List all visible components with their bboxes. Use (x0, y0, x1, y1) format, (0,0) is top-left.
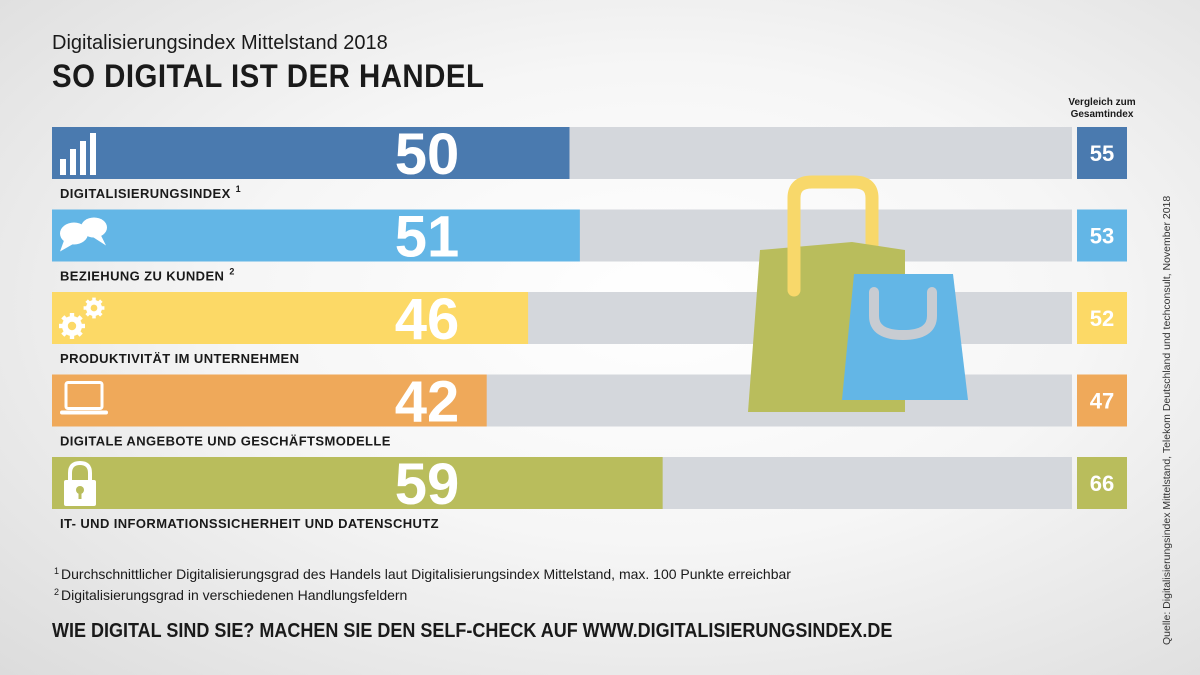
bubble-right-tail (92, 233, 106, 246)
bubble-left-tail (60, 240, 74, 252)
chart-subtitle: Digitalisierungsindex Mittelstand 2018 (52, 32, 388, 54)
bubble-left (60, 222, 88, 245)
category-label: IT- UND INFORMATIONSSICHERHEIT UND DATEN… (60, 516, 439, 531)
laptop-base (60, 410, 108, 415)
icon-bar-4 (90, 133, 96, 175)
icon-bar-2 (70, 149, 76, 175)
bar-chart-icon (60, 133, 96, 175)
comparison-box (1077, 457, 1127, 509)
category-footnote-marker: 1 (236, 184, 241, 194)
padlock-shackle (68, 460, 92, 481)
bar-row: 51 53 BEZIEHUNG ZU KUNDEN 2 (52, 205, 1127, 284)
source-note: Quelle: Digitalisierungsindex Mittelstan… (1161, 195, 1173, 645)
gear-hole (90, 304, 98, 312)
padlock-icon (64, 460, 96, 506)
category-label: PRODUKTIVITÄT IM UNTERNEHMEN (60, 351, 299, 366)
gear-small (83, 297, 105, 319)
bar-value-label: 59 (395, 452, 460, 517)
footnote-2: 2 Digitalisierungsgrad in verschiedenen H… (54, 587, 407, 603)
speech-bubbles-icon (60, 217, 107, 252)
bar-value-label: 46 (395, 287, 460, 352)
bar (52, 374, 487, 427)
category-label: DIGITALE ANGEBOTE UND GESCHÄFTSMODELLE (60, 434, 391, 449)
footnote-2-text: Digitalisierungsgrad in verschiedenen Ha… (61, 587, 408, 603)
bar (52, 292, 529, 344)
footnote-1: 1 Durchschnittlicher Digitalisierungsgrad… (54, 566, 791, 582)
bar-value-label: 51 (395, 205, 460, 270)
comparison-box (1077, 209, 1127, 262)
comparison-header: Vergleich zum Gesamtindex (1068, 97, 1136, 120)
bar-value-label: 50 (395, 122, 460, 187)
gear-hole (67, 321, 77, 331)
chart-title: SO DIGITAL IST DER HANDEL (52, 58, 485, 94)
category-footnote-marker: 2 (229, 267, 234, 277)
blue-bag-handle (869, 287, 937, 341)
bar-row: 59 66 IT- UND INFORMATIONSSICHERHEIT UND D… (52, 452, 1127, 531)
gear-tooth (92, 313, 96, 319)
comparison-value-label: 53 (1090, 224, 1114, 249)
laptop-screen (64, 381, 104, 410)
comparison-value-label: 47 (1090, 389, 1114, 414)
gear-large (59, 313, 85, 339)
gear-tooth (92, 297, 96, 303)
bar-row: 50 55 DIGITALISIERUNGSINDEX 1 (52, 122, 1127, 201)
comparison-value-label: 52 (1090, 306, 1114, 331)
category-label: DIGITALISIERUNGSINDEX (60, 186, 231, 201)
bar (52, 209, 580, 262)
icon-bar-1 (60, 159, 66, 175)
comparison-value-label: 55 (1090, 141, 1114, 166)
footnote-1-number: 1 (54, 566, 60, 576)
comparison-value-label: 66 (1090, 471, 1114, 496)
icon-bar-3 (80, 141, 86, 175)
padlock-keyhole (76, 486, 84, 494)
self-check-call-to-action: WIE DIGITAL SIND SIE? MACHEN SIE DEN SEL… (52, 620, 893, 642)
gears-icon (59, 297, 105, 339)
yellow-bag-handle (787, 175, 879, 297)
shopping-bags-illustration (748, 175, 968, 412)
laptop-icon (60, 381, 108, 415)
bar (52, 127, 570, 179)
padlock-keyhole-slot (78, 491, 82, 499)
bubble-right (81, 217, 107, 238)
category-label: BEZIEHUNG ZU KUNDEN (60, 269, 224, 284)
comparison-box (1077, 374, 1127, 427)
comparison-box (1077, 292, 1127, 344)
bar-row: 46 52 PRODUKTIVITÄT IM UNTERNEHMEN (52, 287, 1127, 366)
bar (52, 457, 663, 509)
footnote-1-text: Durchschnittlicher Digitalisierungsgrad … (61, 566, 791, 582)
footnote-2-number: 2 (54, 587, 60, 597)
comparison-box (1077, 127, 1127, 179)
bar-value-label: 42 (395, 370, 460, 435)
